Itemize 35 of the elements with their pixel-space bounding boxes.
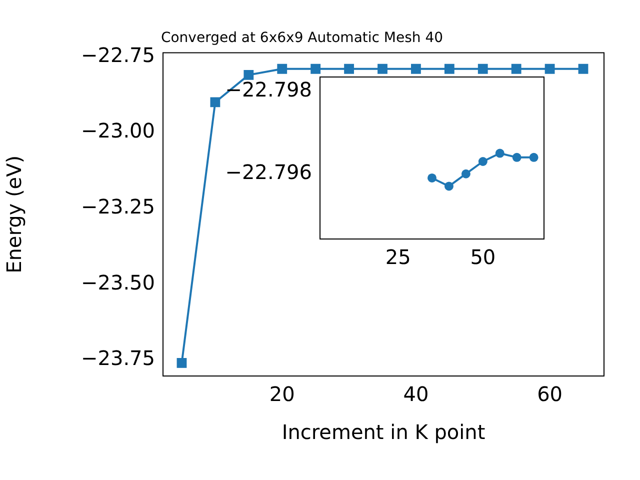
point [511, 64, 522, 74]
point [578, 64, 588, 74]
point [512, 152, 522, 162]
y-tick-label: −23.25 [80, 194, 155, 219]
x-tick-label: 40 [403, 382, 429, 406]
y-tick-label: −22.798 [225, 78, 312, 102]
point [210, 97, 220, 108]
point [444, 64, 454, 74]
point [277, 64, 288, 74]
point [344, 64, 354, 74]
point [411, 64, 421, 74]
y-tick-label: −23.50 [80, 270, 155, 294]
chart-title: Converged at 6x6x9 Automatic Mesh 40 [160, 30, 444, 46]
point [244, 70, 254, 80]
point [529, 152, 538, 162]
point [310, 64, 321, 74]
x-tick-label: 60 [537, 382, 563, 406]
point [544, 64, 555, 74]
y-tick-label: −23.00 [80, 118, 155, 143]
y-tick-label: −22.796 [225, 160, 312, 184]
point [461, 169, 470, 178]
point [444, 182, 454, 191]
point [478, 64, 488, 74]
point [495, 148, 504, 158]
point [176, 358, 187, 368]
x-tick-label: 25 [385, 245, 411, 270]
point [478, 157, 488, 166]
point [378, 64, 388, 74]
y-tick-label: −22.75 [80, 42, 155, 67]
x-tick-label: 50 [470, 245, 496, 270]
point [428, 173, 436, 182]
x-tick-label: 20 [269, 382, 295, 406]
x-axis-title: Increment in K point [282, 420, 486, 444]
y-tick-label: −23.75 [80, 346, 155, 370]
y-axis-title: Energy (eV) [2, 155, 26, 274]
